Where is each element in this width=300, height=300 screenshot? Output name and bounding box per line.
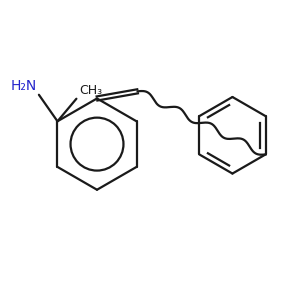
Text: H₂N: H₂N — [10, 79, 37, 93]
Text: CH₃: CH₃ — [79, 84, 102, 97]
